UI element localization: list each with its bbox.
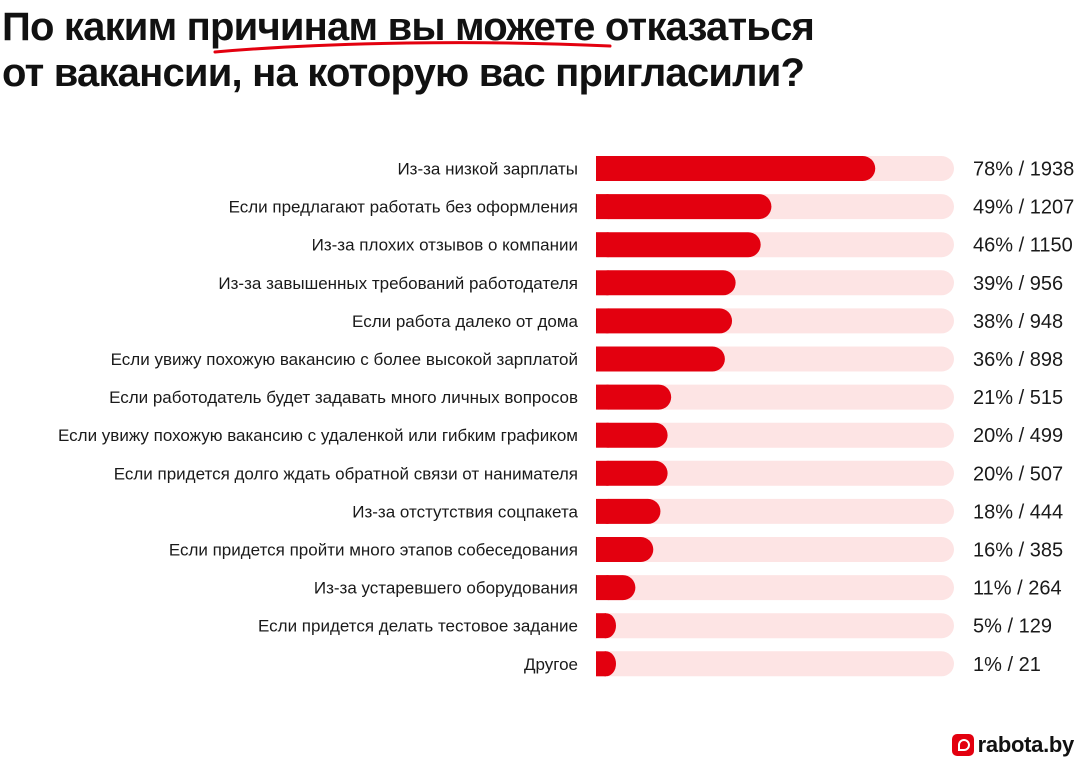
brand-name: rabota.by	[977, 732, 1075, 757]
bar	[596, 537, 654, 562]
bar-track	[596, 498, 954, 524]
bar-left-edge	[596, 308, 609, 334]
bar-left-edge	[596, 422, 609, 448]
bar-left-edge	[596, 232, 609, 258]
bar-left-edge	[596, 651, 606, 677]
bar-left-edge	[596, 384, 609, 410]
category-label: Если придется делать тестовое задание	[258, 617, 578, 636]
value-label: 11% / 264	[973, 578, 1062, 600]
bar	[596, 270, 736, 296]
value-label: 18% / 444	[973, 501, 1063, 523]
bar	[596, 498, 661, 524]
bar	[596, 308, 733, 334]
bar-left-edge	[596, 194, 609, 220]
bar-left-edge	[596, 537, 609, 562]
bar-left-edge	[596, 613, 606, 639]
bar-left-edge	[596, 270, 609, 296]
bar-track	[596, 537, 954, 562]
bar-track	[596, 651, 954, 677]
brand-logo[interactable]: rabota.by	[951, 730, 1075, 760]
bar-track	[596, 613, 954, 639]
value-label: 78% / 1938	[973, 159, 1074, 181]
value-label: 5% / 129	[973, 616, 1052, 638]
bar-left-edge	[596, 460, 609, 486]
category-label: Если придется долго ждать обратной связи…	[114, 464, 578, 483]
bar	[596, 346, 725, 372]
bar-track	[596, 460, 954, 486]
value-label: 16% / 385	[973, 540, 1063, 562]
value-label: 21% / 515	[973, 387, 1063, 409]
page-title: По каким причинам вы можете отказаться о…	[2, 4, 1002, 96]
value-label: 46% / 1150	[973, 235, 1073, 257]
bar-left-edge	[596, 346, 609, 372]
bar	[596, 194, 772, 220]
bar	[596, 384, 672, 410]
value-label: 49% / 1207	[973, 197, 1074, 219]
category-label: Из-за устаревшего оборудования	[314, 579, 578, 598]
value-label: 1% / 21	[973, 654, 1041, 676]
category-label: Другое	[524, 655, 578, 674]
category-label: Если предлагают работать без оформления	[229, 198, 578, 217]
category-label: Если работа далеко от дома	[352, 312, 578, 331]
bar	[596, 460, 668, 486]
category-label: Из-за низкой зарплаты	[397, 160, 578, 179]
rabota-logo-icon	[951, 734, 974, 756]
bar-left-edge	[596, 575, 609, 601]
bar-track	[596, 384, 954, 410]
bar-left-edge	[596, 156, 609, 181]
value-label: 38% / 948	[973, 311, 1063, 333]
category-label: Из-за плохих отзывов о компании	[312, 236, 578, 255]
bar	[596, 422, 668, 448]
bar-left-edge	[596, 498, 609, 524]
bar-track	[596, 575, 954, 601]
bar	[596, 232, 761, 258]
category-label: Из-за отстутствия соцпакета	[352, 502, 578, 521]
value-label: 36% / 898	[973, 349, 1063, 371]
value-label: 20% / 499	[973, 425, 1063, 447]
value-label: 39% / 956	[973, 273, 1063, 295]
bar-track	[596, 422, 954, 448]
category-label: Если увижу похожую вакансию с более высо…	[111, 350, 578, 369]
category-label: Если работодатель будет задавать много л…	[109, 388, 578, 407]
title-line-2: от вакансии, на которую вас пригласили?	[2, 51, 805, 95]
value-label: 20% / 507	[973, 463, 1063, 485]
bar	[596, 156, 876, 181]
category-label: Из-за завышенных требований работодателя	[218, 274, 578, 293]
category-label: Если придется пройти много этапов собесе…	[169, 541, 578, 560]
category-label: Если увижу похожую вакансию с удаленкой …	[58, 426, 578, 445]
